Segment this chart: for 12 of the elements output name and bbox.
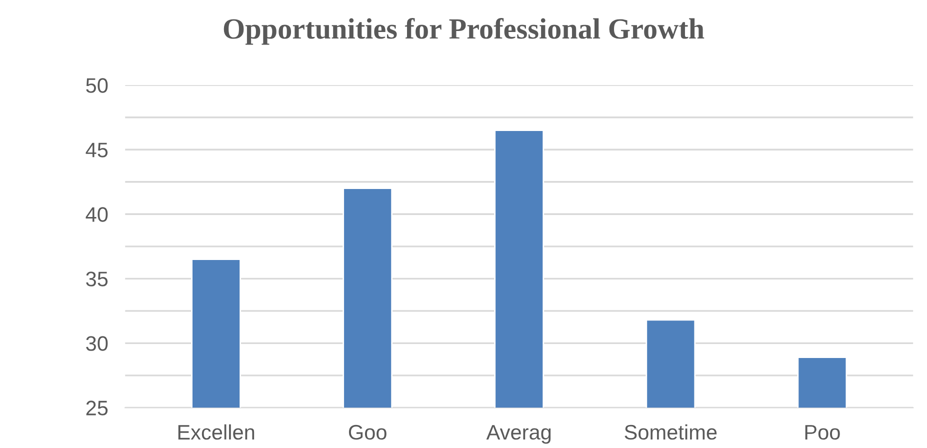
x-tick-label: Sometime bbox=[624, 424, 717, 440]
y-tick-label: 30 bbox=[86, 336, 108, 351]
y-tick-label: 45 bbox=[86, 142, 108, 158]
y-tick-label: 50 bbox=[86, 78, 108, 93]
chart-title: Opportunities for Professional Growth bbox=[224, 18, 704, 45]
y-tick-label: 40 bbox=[86, 207, 108, 222]
y-tick-label: 25 bbox=[86, 400, 108, 416]
x-tick-label: Excellen bbox=[178, 424, 254, 440]
x-tick-label: Goo bbox=[348, 424, 386, 440]
x-tick-label: Averag bbox=[486, 425, 551, 444]
x-tick-label: Poo bbox=[805, 425, 840, 440]
y-tick-label: 35 bbox=[86, 272, 108, 286]
